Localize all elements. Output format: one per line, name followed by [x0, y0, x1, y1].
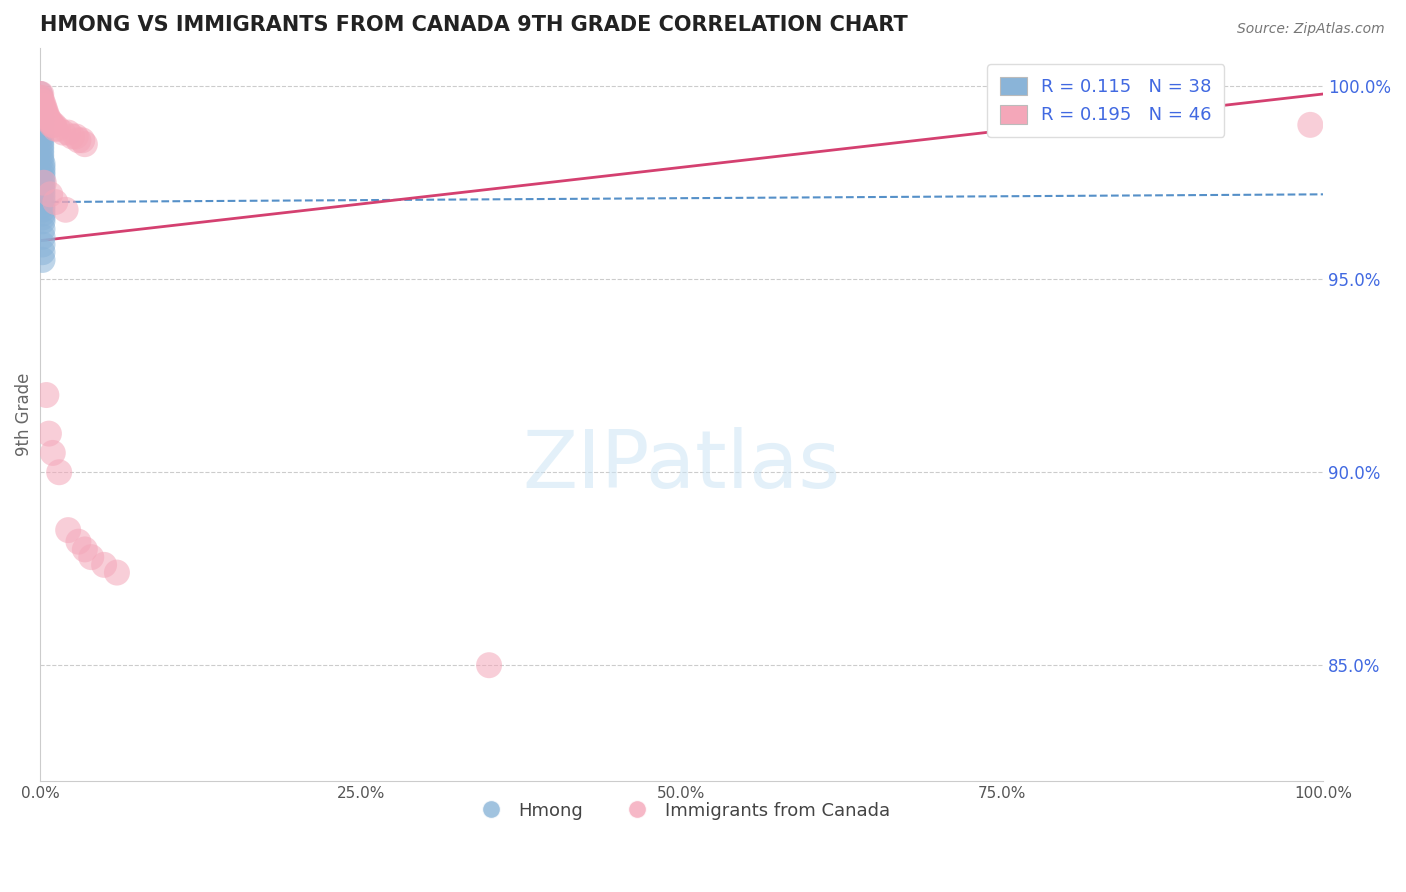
Point [31, 222, 53, 236]
Text: ZIPatlas: ZIPatlas [523, 426, 841, 505]
Point [31, 161, 53, 175]
Point [30, 118, 52, 132]
Point [30, 145, 52, 159]
Point [60, 129, 83, 144]
Point [67, 534, 90, 549]
Point [31, 98, 53, 112]
Point [105, 566, 128, 580]
Point [65, 129, 87, 144]
Point [31, 103, 53, 117]
Point [31, 202, 53, 217]
Point [35, 106, 58, 120]
Point [31, 187, 53, 202]
Point [30, 149, 52, 163]
Point [30, 114, 52, 128]
Point [31, 214, 53, 228]
Point [44, 195, 66, 210]
Point [31, 206, 53, 220]
Point [30, 141, 52, 155]
Point [55, 202, 77, 217]
Point [35, 388, 58, 402]
Point [67, 133, 90, 147]
Point [478, 658, 501, 673]
Point [28, 87, 51, 101]
Point [32, 176, 55, 190]
Point [28, 91, 51, 105]
Point [37, 110, 59, 124]
Point [32, 103, 55, 117]
Point [52, 126, 75, 140]
Point [30, 137, 52, 152]
Point [31, 199, 53, 213]
Point [31, 237, 53, 252]
Point [34, 106, 56, 120]
Point [30, 95, 52, 109]
Y-axis label: 9th Grade: 9th Grade [15, 373, 32, 456]
Point [34, 103, 56, 117]
Point [48, 465, 70, 479]
Point [31, 156, 53, 170]
Point [31, 164, 53, 178]
Point [31, 191, 53, 205]
Point [28, 87, 51, 101]
Point [39, 187, 62, 202]
Point [56, 523, 79, 537]
Point [56, 126, 79, 140]
Point [31, 176, 53, 190]
Point [30, 106, 52, 120]
Point [30, 129, 52, 144]
Point [30, 133, 52, 147]
Point [31, 211, 53, 225]
Point [30, 126, 52, 140]
Point [31, 229, 53, 244]
Point [42, 118, 65, 132]
Point [28, 91, 51, 105]
Point [42, 118, 65, 132]
Point [30, 91, 52, 105]
Point [28, 95, 51, 109]
Point [73, 137, 96, 152]
Point [41, 118, 63, 132]
Point [31, 172, 53, 186]
Point [32, 106, 55, 120]
Point [46, 121, 69, 136]
Point [31, 252, 53, 267]
Point [44, 121, 66, 136]
Point [30, 110, 52, 124]
Text: HMONG VS IMMIGRANTS FROM CANADA 9TH GRADE CORRELATION CHART: HMONG VS IMMIGRANTS FROM CANADA 9TH GRAD… [39, 15, 908, 35]
Point [38, 426, 60, 441]
Point [31, 168, 53, 182]
Point [31, 179, 53, 194]
Point [73, 542, 96, 557]
Point [28, 103, 51, 117]
Point [31, 245, 53, 260]
Legend: Hmong, Immigrants from Canada: Hmong, Immigrants from Canada [467, 795, 897, 827]
Point [39, 114, 62, 128]
Point [32, 98, 55, 112]
Point [38, 114, 60, 128]
Point [30, 98, 52, 112]
Point [35, 110, 58, 124]
Point [31, 95, 53, 109]
Point [1299, 118, 1322, 132]
Point [42, 446, 65, 460]
Point [30, 153, 52, 167]
Point [31, 184, 53, 198]
Point [30, 87, 52, 101]
Text: Source: ZipAtlas.com: Source: ZipAtlas.com [1237, 22, 1385, 37]
Point [31, 195, 53, 210]
Point [28, 98, 51, 112]
Point [72, 133, 94, 147]
Point [80, 550, 103, 565]
Point [93, 558, 115, 572]
